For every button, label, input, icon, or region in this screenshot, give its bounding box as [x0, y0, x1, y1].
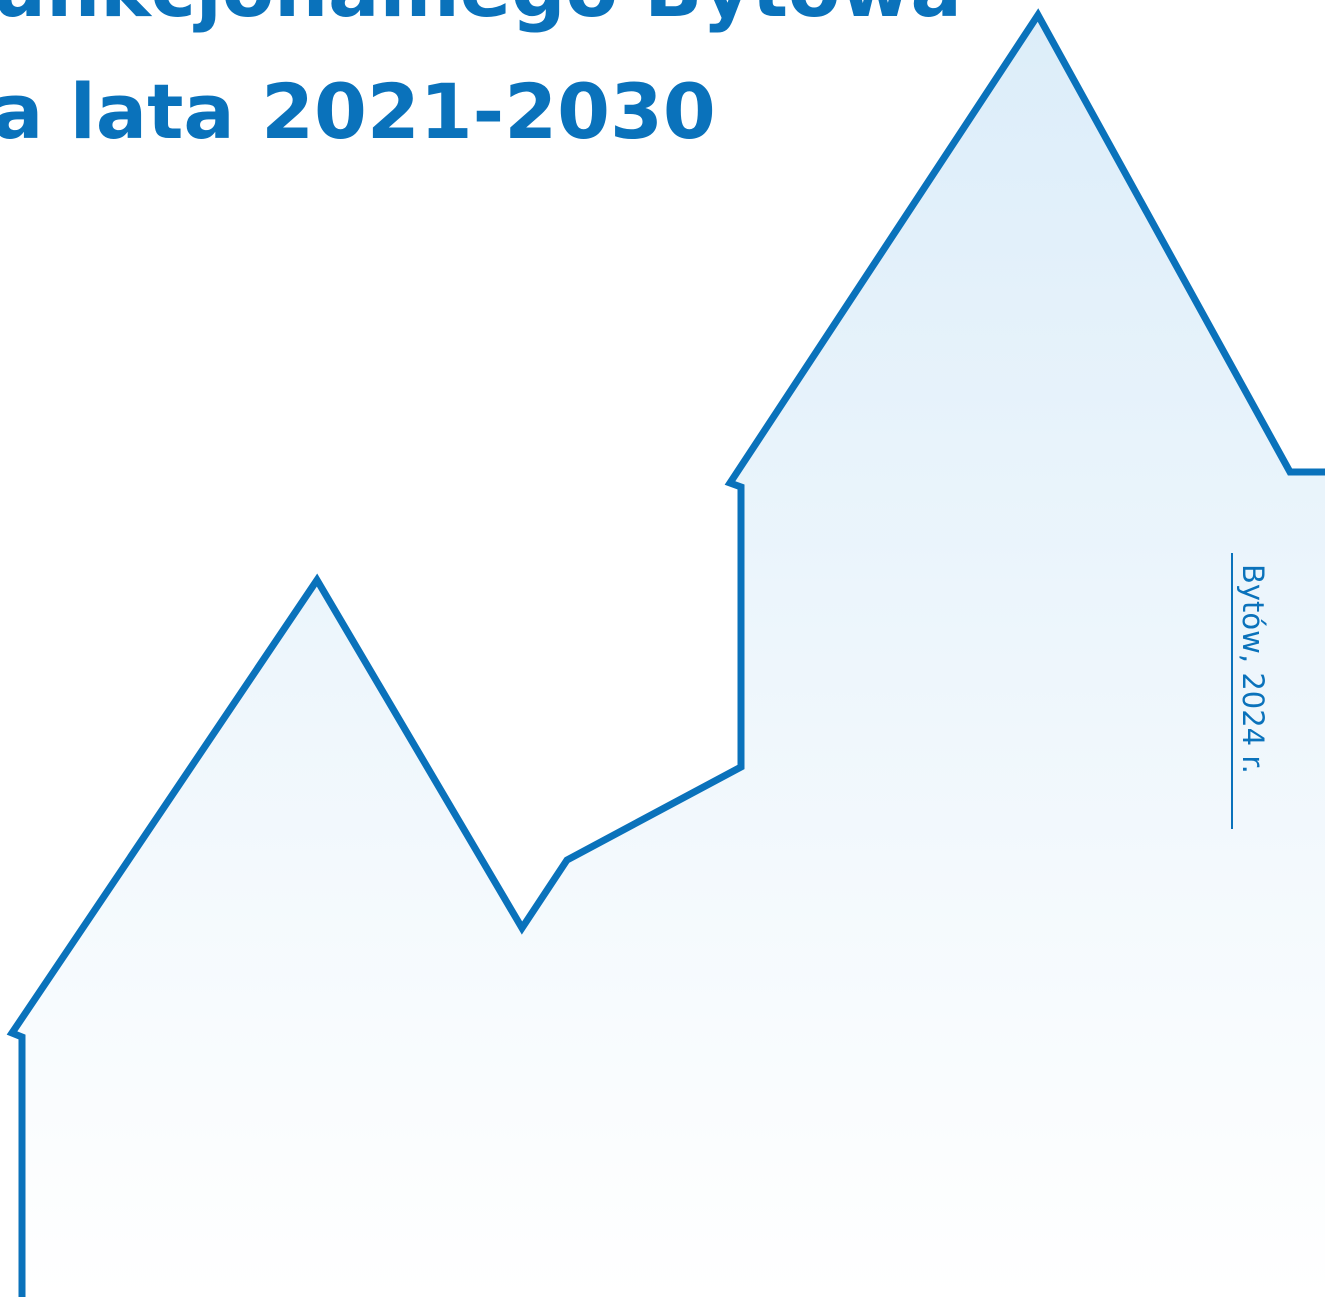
title-line: a lata 2021-2030: [0, 67, 716, 156]
title-line: unkcjonalnego Bytowa: [0, 0, 962, 34]
skyline-outline: [6, 8, 1325, 1297]
place-date: Bytów, 2024 r.: [1236, 564, 1270, 774]
skyline-fill: [12, 15, 1325, 1297]
